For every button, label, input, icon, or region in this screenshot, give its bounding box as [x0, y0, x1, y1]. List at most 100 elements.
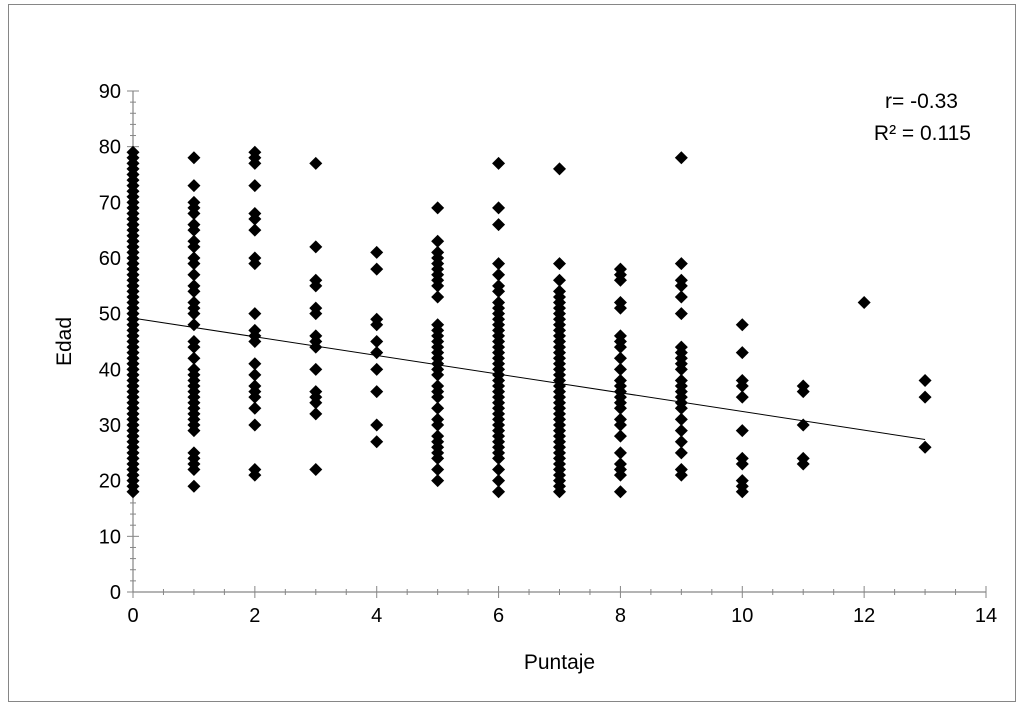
data-point	[187, 296, 201, 310]
data-point	[431, 318, 445, 332]
data-point	[248, 179, 262, 193]
data-point	[309, 156, 323, 170]
y-tick-label: 10	[99, 526, 121, 548]
data-point	[674, 463, 688, 477]
data-point	[187, 195, 201, 209]
data-point	[553, 284, 566, 298]
data-point	[309, 463, 323, 477]
x-tick-label: 0	[127, 605, 138, 627]
data-point	[674, 340, 688, 354]
y-tick-label: 70	[99, 192, 121, 214]
y-tick-label: 40	[99, 359, 121, 381]
data-point	[309, 329, 323, 343]
data-point	[613, 351, 627, 365]
data-point	[674, 446, 688, 460]
data-point	[370, 362, 384, 376]
data-point	[613, 329, 627, 343]
data-point	[735, 451, 749, 465]
data-point	[492, 463, 506, 477]
data-point	[431, 379, 445, 393]
data-point	[431, 463, 445, 477]
x-tick-label: 6	[493, 605, 504, 627]
data-point	[553, 162, 566, 176]
correlation-label: r= -0.33	[885, 90, 958, 113]
x-axis-title: Puntaje	[524, 651, 595, 674]
data-point	[431, 290, 445, 304]
x-tick-labels: 0 2 4 6 8 10 12 14	[127, 605, 997, 627]
data-points	[126, 145, 932, 499]
data-point	[735, 318, 749, 332]
data-point	[492, 218, 506, 232]
data-point	[613, 446, 627, 460]
y-tick-label: 30	[99, 415, 121, 437]
data-point	[187, 179, 201, 193]
data-point	[431, 412, 445, 426]
data-point	[674, 273, 688, 287]
data-point	[918, 390, 932, 404]
data-point	[431, 234, 445, 248]
data-point	[370, 262, 384, 276]
y-axis-title: Edad	[53, 317, 76, 366]
data-point	[431, 245, 445, 259]
data-point	[187, 362, 201, 376]
data-point	[187, 446, 201, 460]
data-point	[431, 201, 445, 215]
trendline	[132, 317, 926, 440]
x-tick-label: 10	[731, 605, 753, 627]
data-point	[370, 346, 384, 360]
y-tick-label: 90	[99, 81, 121, 103]
data-point	[674, 290, 688, 304]
y-tick-label: 20	[99, 471, 121, 493]
data-point	[492, 296, 506, 310]
data-point	[918, 373, 932, 387]
data-point	[492, 485, 506, 499]
x-tick-label: 2	[249, 605, 260, 627]
data-point	[126, 145, 140, 159]
data-point	[187, 279, 201, 293]
x-tick-label: 8	[615, 605, 626, 627]
data-point	[613, 373, 627, 387]
data-point	[309, 240, 323, 254]
data-point	[492, 201, 506, 215]
data-point	[613, 362, 627, 376]
data-point	[370, 245, 384, 259]
data-point	[370, 335, 384, 348]
x-tick-label: 14	[975, 605, 997, 627]
data-point	[187, 218, 201, 232]
data-point	[796, 379, 810, 393]
chart-frame: 0 2 4 6 8 10 12 14 0 10 20 30 40 50 60 70 80 90 Puntaje …	[8, 4, 1016, 702]
data-point	[918, 440, 932, 454]
data-point	[248, 463, 262, 477]
data-point	[553, 273, 566, 287]
data-point	[492, 156, 506, 170]
data-point	[613, 485, 627, 499]
y-tick-label: 80	[99, 137, 121, 159]
data-point	[674, 435, 688, 449]
data-point	[613, 457, 627, 471]
data-point	[613, 412, 627, 426]
data-point	[431, 429, 445, 443]
data-point	[735, 474, 749, 488]
y-tick-labels: 0 10 20 30 40 50 60 70 80 90	[99, 81, 121, 604]
data-point	[735, 346, 749, 360]
data-point	[613, 429, 627, 443]
data-point	[248, 145, 262, 159]
data-point	[492, 279, 506, 293]
data-point	[674, 424, 688, 438]
data-point	[857, 296, 871, 310]
data-point	[492, 257, 506, 271]
data-point	[553, 257, 566, 271]
data-point	[674, 151, 688, 165]
data-point	[370, 435, 384, 449]
data-point	[248, 418, 262, 432]
data-point	[613, 262, 627, 276]
data-point	[187, 268, 201, 282]
data-point	[309, 362, 323, 376]
data-point	[187, 335, 201, 348]
data-point	[248, 223, 262, 237]
data-point	[796, 451, 810, 465]
data-point	[187, 234, 201, 248]
data-point	[613, 296, 627, 310]
data-point	[370, 418, 384, 432]
data-point	[309, 385, 323, 399]
